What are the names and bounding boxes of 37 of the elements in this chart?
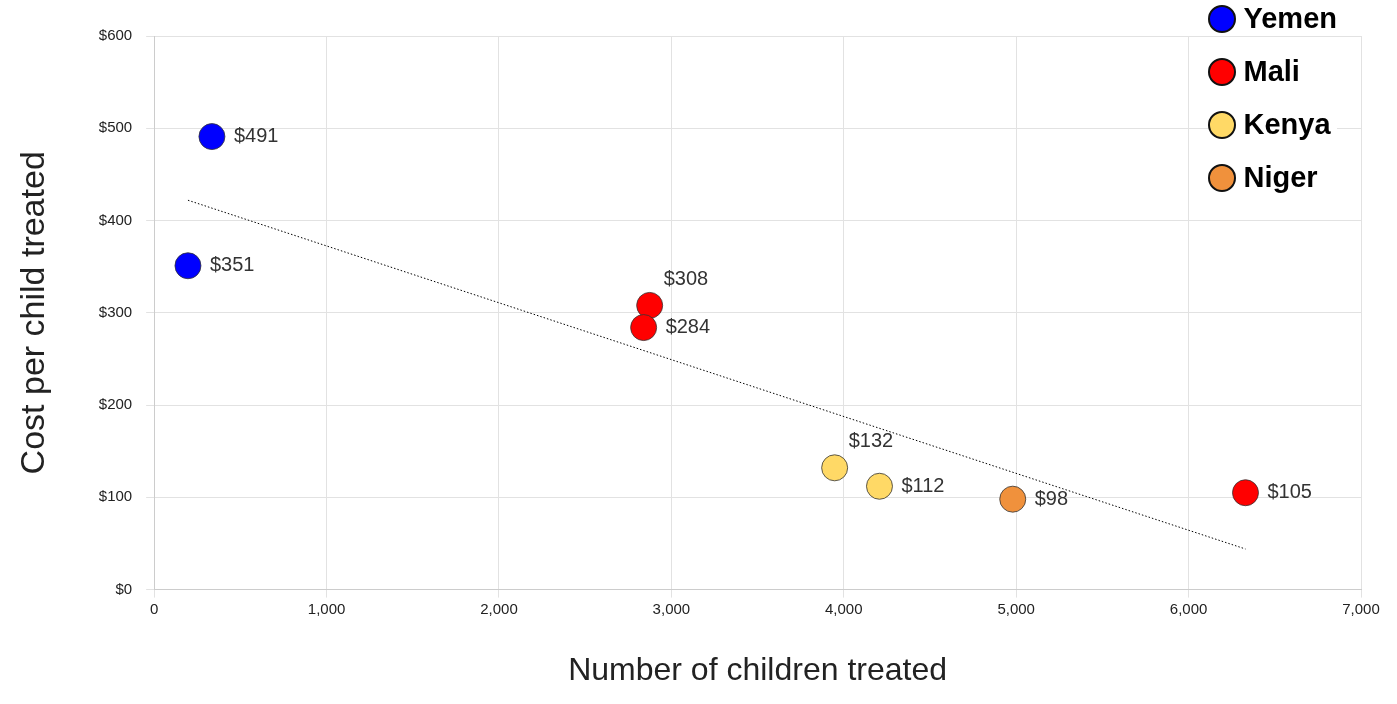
point bbox=[636, 292, 664, 319]
point bbox=[999, 485, 1027, 513]
legend-label: Mali bbox=[1243, 55, 1300, 88]
point bbox=[866, 472, 893, 500]
data-label: $105 bbox=[1267, 480, 1312, 503]
y-tick-label: $100 bbox=[98, 487, 133, 505]
x-tick-label: 5,000 bbox=[997, 599, 1035, 617]
point bbox=[1232, 479, 1259, 507]
data-label: $491 bbox=[233, 124, 279, 147]
data-label: $132 bbox=[848, 429, 894, 452]
data-label: $351 bbox=[209, 253, 255, 276]
x-tick-label: 2,000 bbox=[480, 599, 518, 617]
point bbox=[630, 314, 658, 341]
legend-label: Yemen bbox=[1243, 2, 1337, 35]
y-tick-label: $400 bbox=[98, 210, 133, 228]
data-label: $284 bbox=[665, 315, 711, 338]
data-label: $98 bbox=[1034, 486, 1069, 509]
legend-label: Niger bbox=[1243, 161, 1318, 194]
x-axis-title: Number of children treated bbox=[568, 650, 948, 687]
y-tick-label: $500 bbox=[98, 118, 133, 136]
x-tick-label: 1,000 bbox=[307, 599, 346, 617]
point bbox=[198, 123, 226, 150]
x-tick-label: 0 bbox=[150, 599, 159, 617]
x-tick-label: 7,000 bbox=[1342, 599, 1380, 617]
point bbox=[174, 252, 202, 280]
x-tick-label: 3,000 bbox=[652, 599, 691, 617]
x-tick-label: 6,000 bbox=[1169, 599, 1208, 617]
legend-label: Kenya bbox=[1243, 108, 1331, 141]
y-tick-label: $200 bbox=[98, 395, 133, 413]
data-label: $112 bbox=[901, 473, 945, 496]
y-tick-label: $0 bbox=[115, 579, 133, 597]
data-label: $308 bbox=[663, 266, 709, 289]
point bbox=[821, 454, 849, 482]
x-tick-label: 4,000 bbox=[825, 599, 863, 617]
y-tick-label: $600 bbox=[98, 26, 133, 44]
y-axis-title: Cost per child treated bbox=[12, 151, 51, 475]
y-tick-label: $300 bbox=[98, 302, 133, 320]
